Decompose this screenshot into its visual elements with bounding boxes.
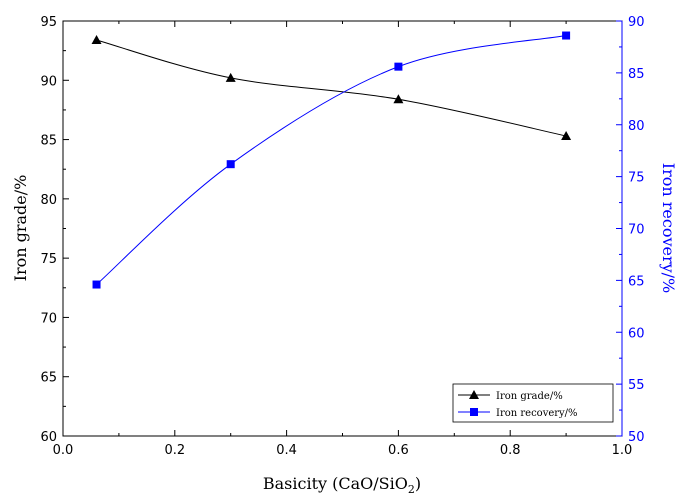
y-left-tick-label: 65 [40,371,57,386]
legend-marker-triangle [469,390,479,399]
x-tick-label: 0.8 [500,443,521,458]
series-line-1 [96,35,567,285]
data-point-square [92,280,101,289]
y-right-tick-label: 70 [628,223,645,238]
y-right-tick-label: 60 [628,326,645,341]
data-point-triangle [393,94,404,104]
x-tick-label: 0.2 [164,443,185,458]
data-point-triangle [91,34,102,44]
data-point-square [562,31,571,40]
data-point-square [226,160,235,169]
y-right-tick-label: 80 [628,119,645,134]
y-right-tick-label: 90 [628,15,645,30]
x-tick-label: 0.4 [276,443,297,458]
series-layer [91,31,572,289]
y-right-tick-label: 85 [628,67,645,82]
y-right-tick-label: 65 [628,274,645,289]
y-left-tick-label: 90 [40,74,57,89]
right-y-axis-label: Iron recovery/% [659,163,676,294]
y-left-tick-label: 60 [40,430,57,445]
data-point-square [394,62,403,71]
y-left-tick-label: 95 [40,15,57,30]
y-left-tick-label: 85 [40,134,57,149]
series-line-0 [96,39,567,137]
legend-label-iron-grade: Iron grade/% [496,391,563,402]
data-point-triangle [225,72,236,82]
legend-box [452,383,614,423]
legend: Iron grade/% Iron recovery/% [452,383,614,423]
y-right-tick-label: 50 [628,430,645,445]
x-tick-label: 0.6 [388,443,409,458]
legend-marker-square [470,408,478,416]
x-axis: 0.0 0.2 0.4 0.6 0.8 1.0 [53,21,633,458]
plot-frame [62,20,623,437]
x-tick-label: 0.0 [53,443,74,458]
data-point-triangle [561,131,572,141]
x-tick-label: 1.0 [612,443,633,458]
y-left-tick-label: 75 [40,252,57,267]
left-y-axis-label: Iron grade/% [11,175,30,282]
left-y-axis: 60 65 70 75 80 85 90 95 [40,15,69,445]
y-right-tick-label: 55 [628,378,645,393]
x-axis-label: Basicity (CaO/SiO2) [263,474,421,495]
right-y-axis: 50 55 60 65 70 75 80 85 90 [616,15,645,445]
y-left-tick-label: 70 [40,311,57,326]
y-left-tick-label: 80 [40,193,57,208]
y-right-tick-label: 75 [628,171,645,186]
legend-label-iron-recovery: Iron recovery/% [496,408,578,419]
